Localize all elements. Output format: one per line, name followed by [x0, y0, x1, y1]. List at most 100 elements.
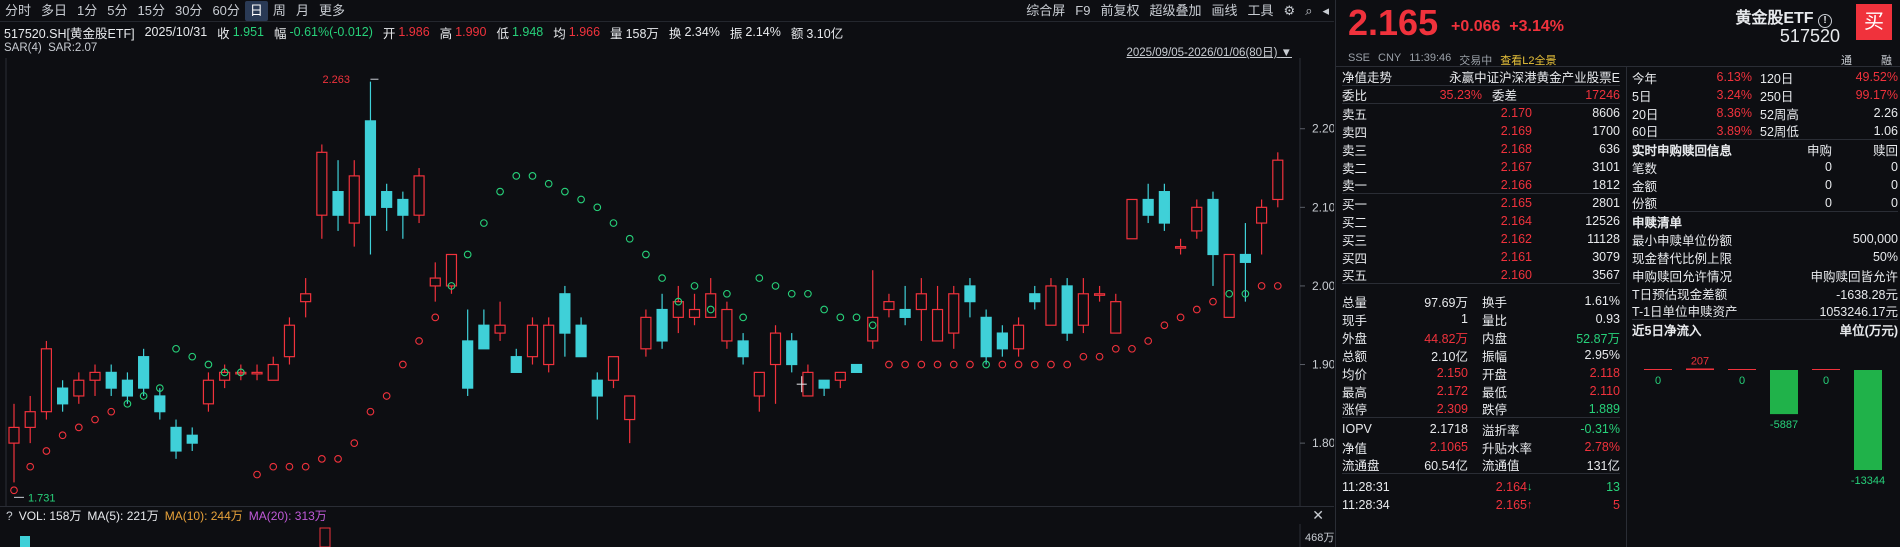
candle-body [397, 198, 409, 216]
date-range-selector[interactable]: 2025/09/05-2026/01/06(80日) ▼ [1127, 44, 1293, 60]
candlestick-chart[interactable]: 2.20 2.10 2.00 1.90 1.80 2.263 1.731 [0, 58, 1334, 506]
sar-name: SAR(4) [4, 42, 42, 54]
stat-value: 2.172 [1436, 384, 1468, 398]
net-inflow-chart: 0 207 0 -5887 0 -13344 [1644, 355, 1885, 487]
sar-dot [382, 392, 391, 400]
period-tab-3[interactable]: 5分 [107, 2, 128, 18]
market-meta: SSE CNY 11:39:46 交易中 查看L2全景 [1348, 52, 1557, 68]
y-tick-label-1: 2.10 [1312, 200, 1334, 214]
stat-label: 溢折率 [1482, 423, 1520, 438]
period-tab-10[interactable]: 更多 [318, 2, 345, 18]
ask-price: 2.170 [1500, 106, 1532, 120]
flow-unit: 单位(万元) [1839, 323, 1898, 338]
close-icon[interactable]: ✕ [1312, 507, 1324, 523]
ask-volume: 1812 [1592, 177, 1620, 192]
sub-col2: 赎回 [1872, 143, 1898, 158]
change-percent: +3.14% [1509, 18, 1564, 35]
perf-value: 3.24% [1716, 88, 1752, 102]
perf-label: 52周高 [1760, 107, 1799, 122]
candle-body [1061, 285, 1073, 334]
candle-body [1158, 191, 1170, 224]
inflow-value: -5887 [1770, 419, 1798, 431]
stat-row: 现手 1 量比 0.93 [1342, 310, 1620, 328]
info-icon[interactable]: ! [1818, 14, 1832, 28]
period-tab-9[interactable]: 月 [295, 2, 309, 18]
sar-dot [172, 344, 180, 353]
inflow-bar [1854, 370, 1882, 470]
perf-label: 20日 [1632, 107, 1659, 122]
tool-button-5[interactable]: 工具 [1247, 3, 1274, 18]
tool-button-2[interactable]: 前复权 [1100, 3, 1140, 18]
fund-name[interactable]: 永赢中证沪深港黄金产业股票E [1449, 71, 1620, 85]
stat-value: 2.150 [1436, 366, 1468, 380]
ask-volume: 8606 [1592, 106, 1620, 120]
period-tab-7[interactable]: 日 [244, 0, 268, 21]
bid-label: 买三 [1342, 233, 1368, 248]
period-tab-0[interactable]: 分时 [5, 2, 32, 18]
gear-icon[interactable]: ⚙ [1283, 3, 1296, 18]
info-close-l: 收 [217, 26, 230, 41]
ask-row: 卖五 2.170 8606 [1342, 104, 1620, 122]
ask-row: 卖二 2.167 3101 [1342, 158, 1620, 176]
period-tab-1[interactable]: 多日 [41, 2, 68, 18]
bid-price: 2.165 [1500, 196, 1532, 210]
candle-body [332, 191, 344, 216]
info-avg: 1.966 [568, 25, 601, 39]
stat-row: IOPV 2.1718 溢折率 -0.31% [1342, 420, 1620, 438]
volume-indicator-bar: ? VOL: 158万 MA(5): 221万 MA(10): 244万 MA(… [0, 506, 1334, 524]
stat-value: 2.1718 [1429, 422, 1468, 436]
sar-dot [885, 360, 893, 369]
info-swing: 2.14% [745, 25, 781, 39]
meta-1: CNY [1378, 52, 1402, 64]
period-tab-2[interactable]: 1分 [77, 2, 98, 18]
candle-body [543, 324, 555, 366]
sar-dot [512, 172, 521, 180]
stat-value: 2.10亿 [1431, 349, 1468, 364]
collapse-icon[interactable]: ◂ [1322, 3, 1329, 18]
candle-body [121, 379, 134, 397]
sar-dot [901, 360, 909, 369]
candle-body [154, 395, 166, 413]
tool-button-3[interactable]: 超级叠加 [1149, 3, 1202, 18]
search-icon[interactable]: ⌕ [1305, 3, 1313, 18]
candle-body [510, 356, 522, 373]
period-tab-8[interactable]: 周 [272, 2, 286, 18]
list-header: 申赎清单 [1632, 212, 1898, 230]
sar-dot [544, 179, 553, 188]
tick-price: 2.165 [1495, 498, 1527, 512]
flow-title: 近5日净流入 [1632, 323, 1702, 338]
tool-button-1[interactable]: F9 [1075, 3, 1091, 18]
sar-dot [1225, 289, 1234, 298]
tool-button-4[interactable]: 画线 [1211, 3, 1238, 18]
sar-dot [1241, 289, 1250, 298]
sub-label: 金额 [1632, 179, 1658, 194]
bid-label: 买二 [1342, 215, 1368, 230]
info-vol-l: 量 [610, 26, 623, 41]
help-icon[interactable]: ? [6, 508, 13, 523]
l2-link[interactable]: 查看L2全景 [1500, 55, 1557, 67]
inflow-value: 0 [1655, 375, 1661, 387]
low-annotation: 1.731 [28, 492, 56, 504]
tick-price: 2.164 [1495, 480, 1527, 494]
stat-value: 1.889 [1588, 401, 1620, 416]
toolbar-right: 综合屏 F9 前复权 超级叠加 画线 工具 ⚙ ⌕ ◂ [1021, 0, 1334, 22]
tool-button-0[interactable]: 综合屏 [1026, 3, 1066, 18]
period-tab-4[interactable]: 15分 [137, 2, 165, 18]
candle-body [105, 371, 117, 389]
stat-row: 流通盘 60.54亿 流通值 131亿 [1342, 456, 1620, 474]
buy-button[interactable]: 买 [1856, 4, 1892, 40]
period-tab-6[interactable]: 60分 [212, 2, 240, 18]
sar-dot [577, 195, 585, 204]
candle-body [624, 395, 636, 421]
weicha-label: 委差 [1492, 89, 1518, 103]
bid-label: 买四 [1342, 251, 1368, 266]
candle-body [1012, 324, 1025, 350]
period-tab-5[interactable]: 30分 [174, 2, 203, 18]
vol-bar [319, 527, 331, 547]
bid-row: 买一 2.165 2801 [1342, 194, 1620, 212]
bid-row: 买四 2.161 3079 [1342, 248, 1620, 266]
stat-row: 外盘 44.82万 内盘 52.87万 [1342, 328, 1620, 346]
quote-panel: 2.165 +0.066 +3.14% 黄金股ETF ! 517520 买 通 … [1335, 0, 1900, 547]
candle-body [607, 356, 620, 381]
stat-value: 2.78% [1584, 440, 1620, 454]
